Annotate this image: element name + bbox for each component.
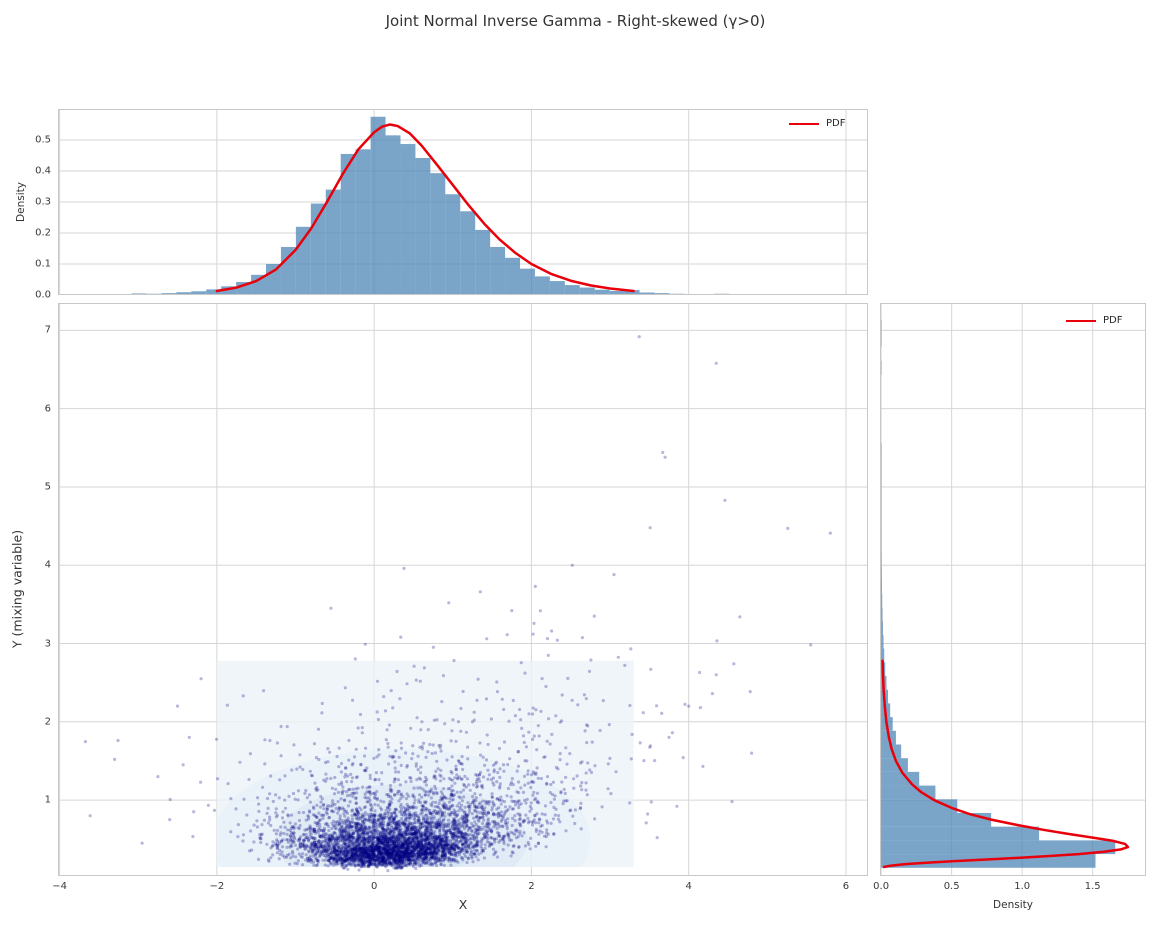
scatter-points xyxy=(83,335,832,873)
legend-right-histogram: PDF xyxy=(1066,315,1122,326)
x-marginal-histogram-plot xyxy=(58,109,868,295)
legend-label: PDF xyxy=(1103,315,1123,326)
tick-label: −2 xyxy=(209,881,225,892)
kde-contours xyxy=(216,749,591,867)
tick-label: 3 xyxy=(44,638,51,649)
tick-label: 2 xyxy=(44,716,51,728)
legend-top-histogram: PDF xyxy=(789,118,845,129)
tick-label: 1 xyxy=(44,794,51,806)
tick-label: 1.5 xyxy=(1084,881,1101,892)
tick-label: 6 xyxy=(44,403,51,415)
tick-label: 0.1 xyxy=(35,258,51,270)
legend-label: PDF xyxy=(826,118,846,129)
pdf-line-icon xyxy=(789,122,819,125)
plot-border xyxy=(58,109,868,295)
tick-label: 0.0 xyxy=(873,881,890,892)
tick-label: 7 xyxy=(44,324,51,336)
tick-label: 2 xyxy=(528,881,535,892)
figure-title: Joint Normal Inverse Gamma - Right-skewe… xyxy=(385,12,766,30)
tick-label: 0.4 xyxy=(35,165,51,177)
pdf-curve xyxy=(215,123,635,293)
y-histogram-bars xyxy=(881,319,1116,868)
tick-label: 6 xyxy=(842,881,850,892)
tick-label: 0 xyxy=(370,881,378,892)
x-histogram-bars xyxy=(101,116,730,295)
plot-border xyxy=(880,303,1146,876)
tick-label: 0.5 xyxy=(943,881,960,892)
tick-label: 1.0 xyxy=(1014,881,1031,892)
y-axis-label: Y (mixing variable) xyxy=(9,529,25,649)
plot-border xyxy=(58,303,868,876)
tick-label: 0.2 xyxy=(35,227,51,239)
right-density-axis-label: Density xyxy=(993,899,1033,911)
tick-label: 5 xyxy=(44,481,51,493)
top-density-axis-label: Density xyxy=(15,182,27,222)
tick-label: 4 xyxy=(685,881,692,892)
tick-label: 0.0 xyxy=(35,289,51,301)
y-marginal-histogram-plot xyxy=(880,303,1146,876)
tick-label: −4 xyxy=(52,881,67,892)
tick-label: 0.5 xyxy=(35,134,51,146)
tick-label: 4 xyxy=(44,559,51,571)
pdf-line-icon xyxy=(1066,319,1096,322)
joint-scatter-plot xyxy=(58,303,868,876)
x-axis-label: X xyxy=(458,897,468,912)
tick-label: 0.3 xyxy=(35,196,51,208)
pdf-curve xyxy=(881,659,1130,869)
